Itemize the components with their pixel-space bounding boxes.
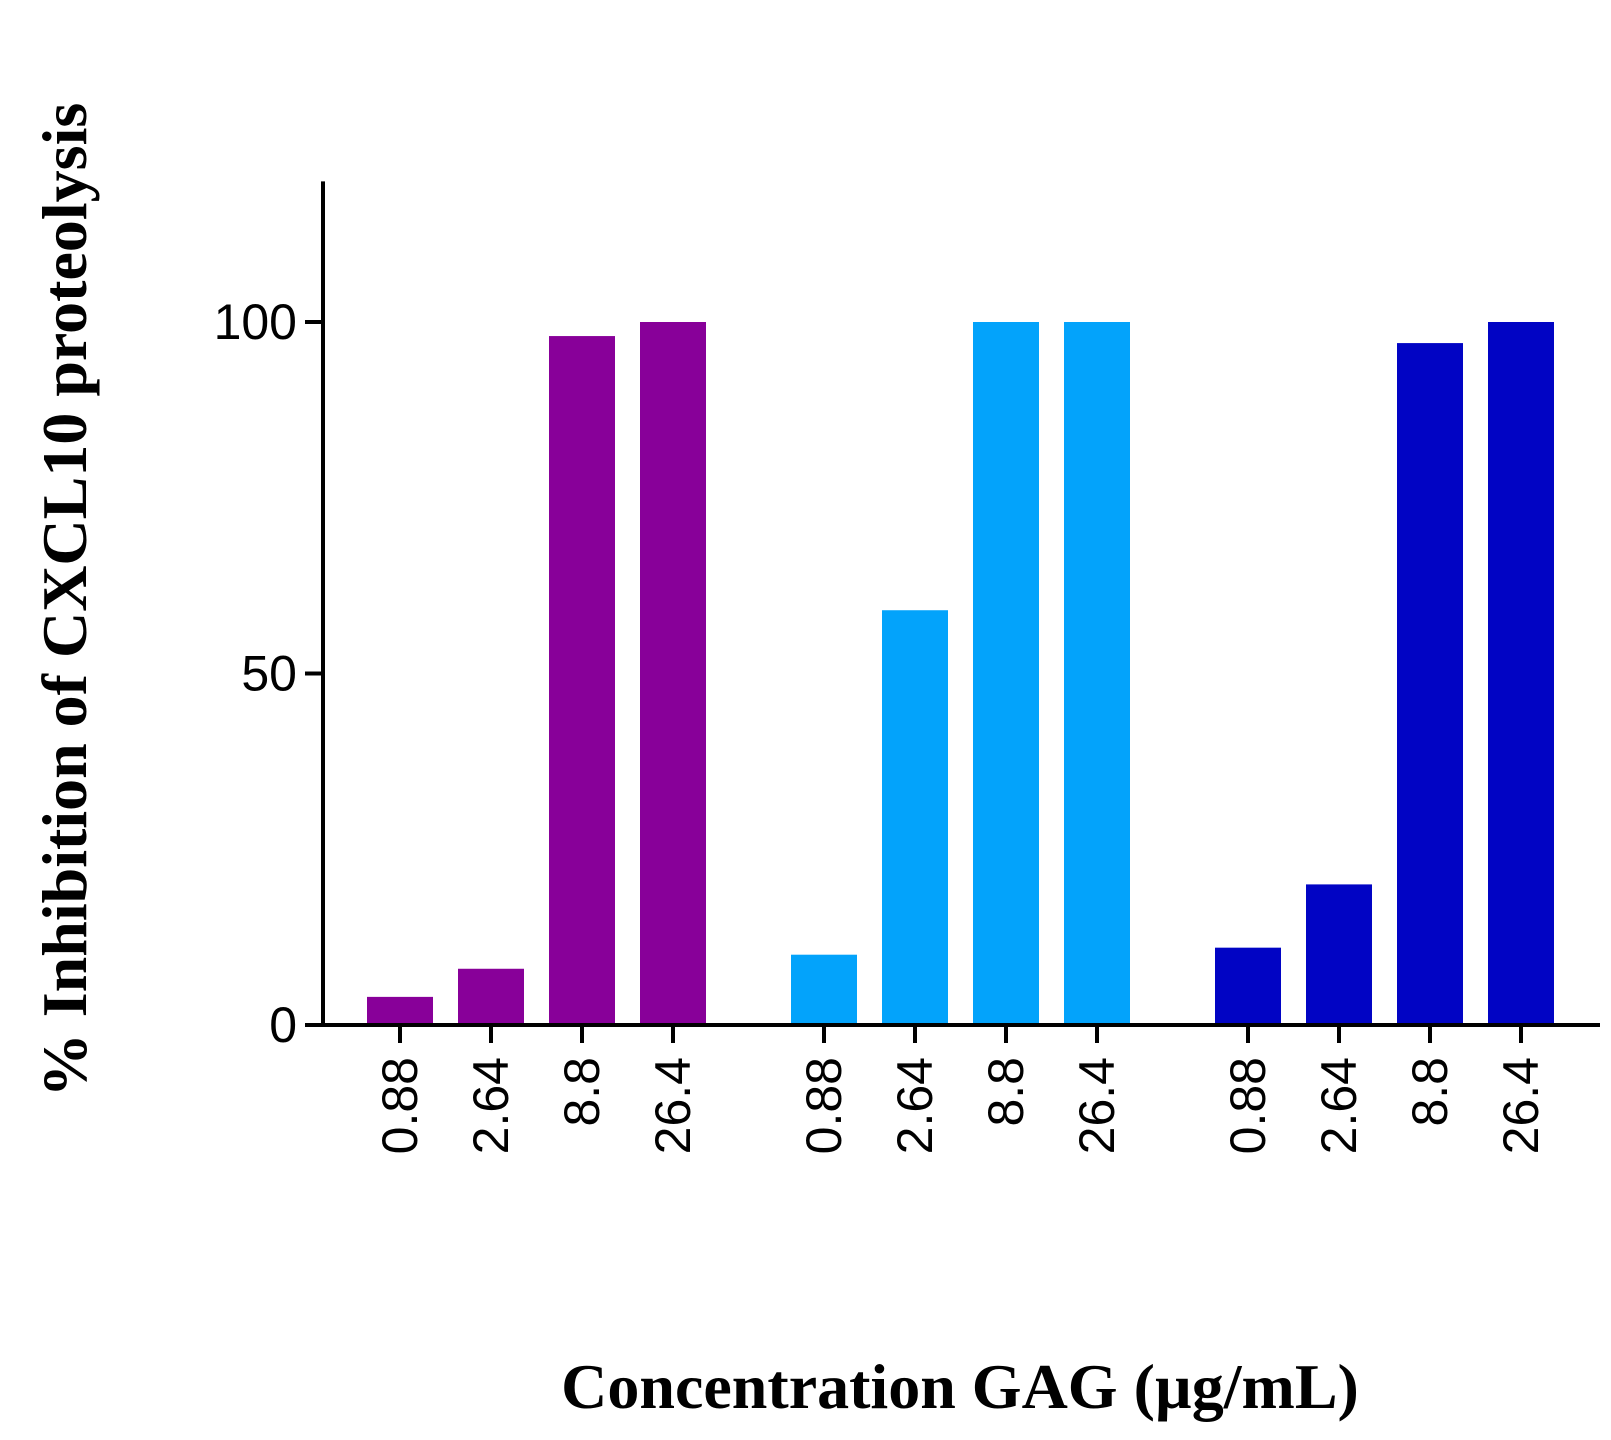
y-tick-label: 0: [269, 997, 297, 1053]
bar: [458, 968, 524, 1025]
x-category-label: 8.8: [554, 1057, 610, 1127]
bar: [1488, 322, 1554, 1025]
y-tick-label: 50: [241, 646, 297, 702]
x-axis-title: Concentration GAG (µg/mL): [561, 1351, 1359, 1422]
x-category-label: 26.4: [645, 1057, 701, 1154]
y-axis-ticks: 0 50 100: [214, 294, 323, 1053]
y-tick-label: 100: [214, 294, 297, 350]
x-category-label: 2.64: [1311, 1057, 1367, 1154]
bar: [640, 322, 706, 1025]
x-category-label: 26.4: [1493, 1057, 1549, 1154]
bars-layer: [367, 322, 1554, 1026]
bar: [1064, 322, 1130, 1025]
bar: [1306, 884, 1372, 1025]
x-category-label: 0.88: [796, 1057, 852, 1154]
bar: [1397, 343, 1463, 1026]
x-axis-category-labels: 0.88 2.64 8.8 26.4 0.88 2.64 8.8 26.4 0.88 2.64 8.…: [372, 1025, 1549, 1154]
x-category-label: 8.8: [978, 1057, 1034, 1127]
x-category-label: 26.4: [1069, 1057, 1125, 1154]
x-category-label: 2.64: [887, 1057, 943, 1154]
x-category-label: 0.88: [372, 1057, 428, 1154]
bar: [973, 322, 1039, 1025]
bar: [549, 336, 615, 1025]
y-axis-title: % Inhibition of CXCL10 proteolysis: [29, 103, 100, 1098]
x-category-label: 8.8: [1402, 1057, 1458, 1127]
x-category-label: 2.64: [463, 1057, 519, 1154]
bar: [882, 610, 948, 1025]
x-category-label: 0.88: [1220, 1057, 1276, 1154]
bar: [1215, 947, 1281, 1025]
bar: [791, 954, 857, 1025]
bar: [367, 996, 433, 1025]
